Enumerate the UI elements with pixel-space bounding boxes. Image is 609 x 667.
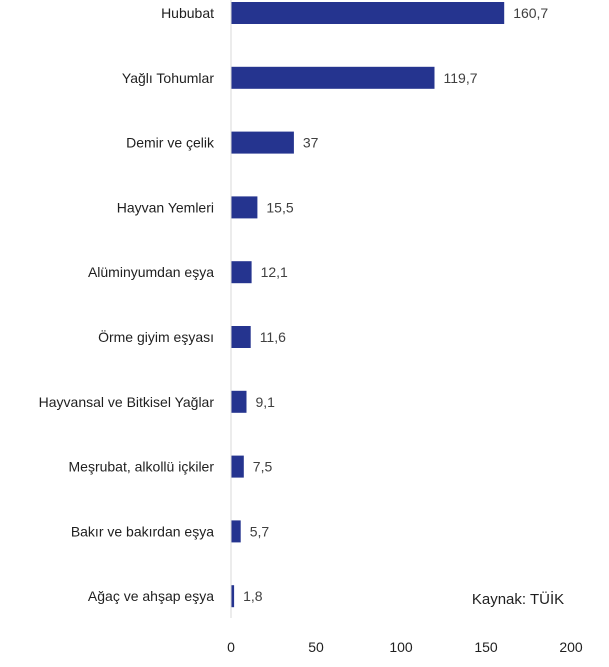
data-label: 15,5: [266, 199, 293, 215]
data-label: 11,6: [260, 329, 286, 345]
bar: [231, 585, 235, 608]
category-label: Yağlı Tohumlar: [122, 70, 214, 86]
data-label: 5,7: [250, 523, 270, 539]
bar: [231, 326, 251, 348]
category-label: Alüminyumdan eşya: [88, 264, 214, 280]
x-tick-label: 200: [559, 639, 583, 655]
bar: [231, 390, 247, 413]
category-label: Hububat: [161, 5, 214, 21]
data-label: 7,5: [253, 459, 273, 475]
bar: [231, 131, 294, 154]
x-tick-label: 50: [308, 639, 324, 655]
bar: [231, 2, 505, 24]
bar: [231, 520, 241, 543]
data-label: 37: [303, 135, 319, 151]
data-label: 1,8: [243, 588, 263, 604]
data-label: 160,7: [513, 5, 548, 21]
bar: [231, 196, 258, 219]
category-label: Bakır ve bakırdan eşya: [71, 523, 214, 539]
bar: [231, 455, 244, 478]
x-tick-label: 100: [389, 639, 413, 655]
data-label: 12,1: [261, 264, 288, 280]
x-tick-label: 150: [474, 639, 498, 655]
data-label: 119,7: [444, 70, 478, 86]
source-annotation: Kaynak: TÜİK: [472, 590, 564, 608]
bar: [231, 261, 252, 284]
category-label: Meşrubat, alkollü içkiler: [69, 459, 215, 475]
bars-group: [231, 2, 505, 608]
bar: [231, 66, 435, 89]
labels-group: Hububat 160,7 Yağlı Tohumlar 119,7 Demir ve …: [39, 5, 549, 604]
x-tick-label: 0: [227, 639, 235, 655]
category-label: Demir ve çelik: [126, 135, 215, 151]
category-label: Örme giyim eşyası: [98, 328, 214, 345]
data-label: 9,1: [256, 394, 276, 410]
x-axis-ticks: 0 50 100 150 200: [227, 639, 583, 655]
category-label: Hayvan Yemleri: [117, 199, 214, 215]
category-label: Ağaç ve ahşap eşya: [88, 588, 214, 604]
category-label: Hayvansal ve Bitkisel Yağlar: [39, 394, 215, 410]
